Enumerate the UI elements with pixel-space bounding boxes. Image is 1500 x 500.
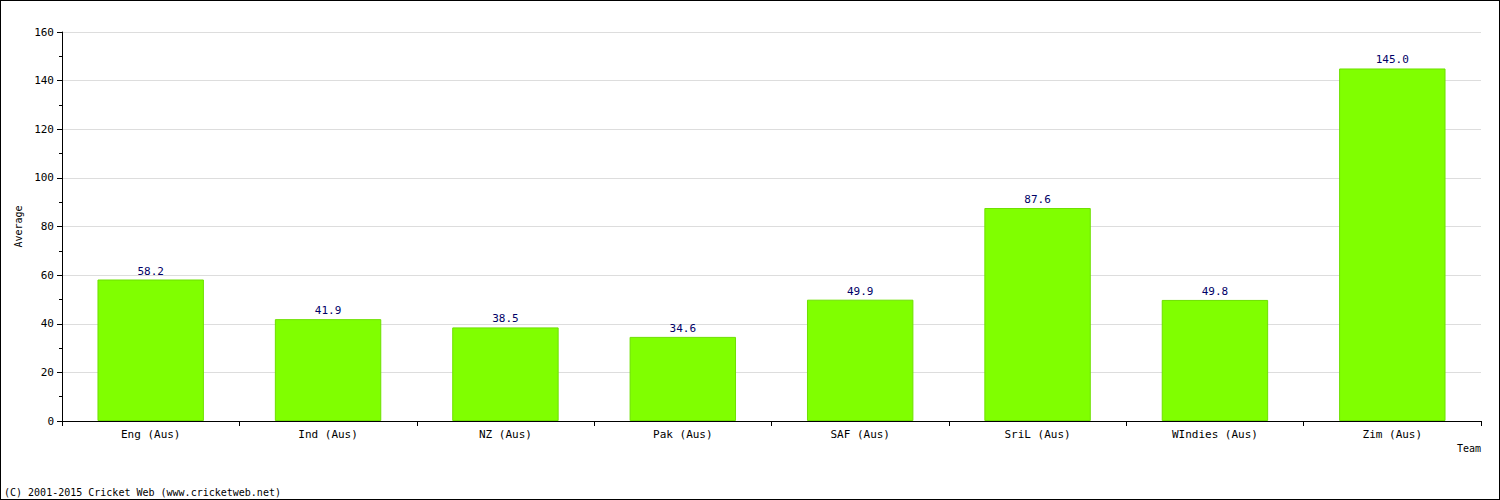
svg-text:(C) 2001-2015 Cricket Web (www: (C) 2001-2015 Cricket Web (www.cricketwe… bbox=[4, 487, 281, 498]
svg-text:49.9: 49.9 bbox=[847, 285, 874, 298]
svg-text:49.8: 49.8 bbox=[1202, 285, 1229, 298]
svg-text:40: 40 bbox=[41, 317, 54, 330]
svg-text:34.6: 34.6 bbox=[670, 322, 697, 335]
svg-text:NZ (Aus): NZ (Aus) bbox=[479, 428, 532, 441]
svg-text:140: 140 bbox=[34, 74, 54, 87]
svg-text:0: 0 bbox=[47, 415, 54, 428]
svg-text:Average: Average bbox=[13, 205, 24, 247]
svg-text:41.9: 41.9 bbox=[315, 304, 342, 317]
svg-text:60: 60 bbox=[41, 269, 54, 282]
svg-text:20: 20 bbox=[41, 366, 54, 379]
svg-text:Eng (Aus): Eng (Aus) bbox=[121, 428, 181, 441]
svg-text:SriL (Aus): SriL (Aus) bbox=[1004, 428, 1070, 441]
svg-text:Zim (Aus): Zim (Aus) bbox=[1363, 428, 1423, 441]
svg-text:WIndies (Aus): WIndies (Aus) bbox=[1172, 428, 1258, 441]
svg-text:87.6: 87.6 bbox=[1024, 193, 1051, 206]
svg-text:38.5: 38.5 bbox=[492, 312, 519, 325]
svg-text:Team: Team bbox=[1457, 443, 1481, 454]
svg-text:SAF (Aus): SAF (Aus) bbox=[830, 428, 890, 441]
svg-text:120: 120 bbox=[34, 123, 54, 136]
svg-text:100: 100 bbox=[34, 171, 54, 184]
svg-text:58.2: 58.2 bbox=[137, 265, 164, 278]
svg-text:80: 80 bbox=[41, 220, 54, 233]
svg-text:160: 160 bbox=[34, 26, 54, 39]
svg-text:Pak (Aus): Pak (Aus) bbox=[653, 428, 713, 441]
svg-text:Ind (Aus): Ind (Aus) bbox=[298, 428, 358, 441]
svg-text:145.0: 145.0 bbox=[1376, 53, 1409, 66]
